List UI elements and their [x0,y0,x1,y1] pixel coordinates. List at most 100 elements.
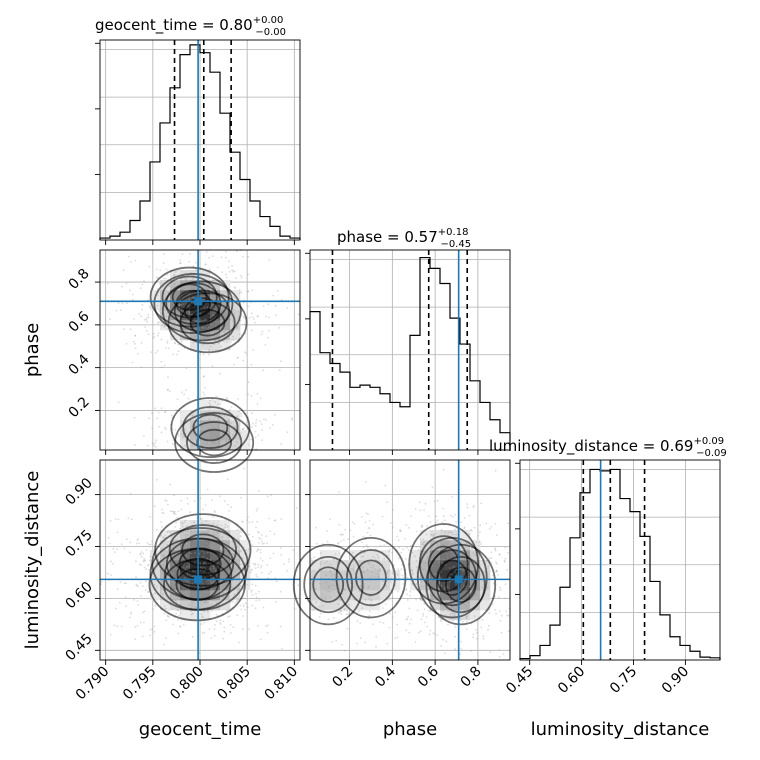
sample-point [248,317,251,319]
sample-point [172,573,174,576]
sample-point [151,550,154,553]
sample-point [443,587,446,590]
sample-point [233,270,236,272]
ytick-label-phase: 0.2 [66,394,93,421]
sample-point [242,557,245,560]
sample-point [468,514,471,517]
sample-point [480,586,483,588]
density-cell [360,580,371,591]
density-cell [450,610,461,621]
density-cell [340,590,351,601]
sample-point [216,536,219,538]
sample-point [165,278,167,280]
sample-point [466,595,469,598]
sample-point [340,610,343,612]
density-cell [470,550,481,561]
sample-point [134,334,137,337]
sample-point [363,586,365,588]
density-cell [420,550,431,561]
sample-point [364,641,366,644]
sample-point [179,262,182,265]
sample-point [136,624,139,627]
sample-point [194,551,196,554]
sample-point [145,317,148,320]
sample-point [151,442,154,444]
sample-point [140,315,143,318]
density-cell [220,310,231,321]
sample-point [208,353,210,356]
sample-point [228,510,230,512]
density-cell [160,560,171,571]
sample-point [208,418,211,420]
sample-point [454,554,456,557]
sample-point [244,608,246,611]
sample-point [191,287,193,290]
sample-point [176,609,179,611]
sample-point [279,547,282,549]
sample-point [174,342,177,345]
sample-point [162,572,165,575]
sample-point [204,601,207,604]
sample-point [425,533,428,536]
density-cell [230,300,241,311]
sample-point [347,613,350,615]
sample-point [319,582,321,585]
sample-point [212,567,215,570]
density-cell [200,300,211,311]
sample-point [504,583,507,586]
density-cell [420,560,431,571]
sample-point [248,565,250,568]
sample-point [257,624,259,627]
sample-point [275,580,278,583]
sample-point [188,312,191,314]
sample-point [253,564,256,566]
sample-point [222,576,224,578]
sample-point [221,539,224,541]
sample-point [177,618,180,621]
sample-point [207,326,210,329]
sample-point [229,549,232,552]
sample-point [392,597,394,599]
sample-point [467,548,470,551]
sample-point [213,331,216,334]
sample-point [488,528,491,530]
density-cell [180,530,191,541]
sample-point [429,580,432,583]
sample-point [486,586,489,589]
sample-point [236,528,239,531]
sample-point [337,541,340,544]
sample-point [410,618,412,621]
sample-point [405,589,407,591]
histogram-step-luminosity_distance [519,468,721,660]
panel-frame [309,249,511,451]
sample-point [137,604,140,606]
sample-point [439,576,442,579]
sample-point [212,279,215,282]
sample-point [167,503,169,506]
sample-point [130,613,132,615]
density-cell [440,610,451,621]
sample-point [236,441,238,443]
sample-point [434,572,436,575]
sample-point [140,551,143,553]
density-cell [190,600,201,611]
sample-point [245,421,248,423]
sample-point [169,483,172,486]
density-cell [430,580,441,591]
sample-point [437,499,439,502]
sample-point [175,295,178,298]
sample-point [176,516,179,519]
sample-point [155,528,158,531]
sample-point [272,294,275,297]
sample-point [252,349,255,351]
sample-point [203,621,206,624]
sample-point [171,414,173,417]
sample-point [315,526,317,529]
sample-point [261,330,264,333]
density-cell [330,570,341,581]
sample-point [191,602,194,604]
density-cell [150,560,161,571]
sample-point [498,649,501,651]
sample-point [232,270,235,273]
sample-point [192,278,195,280]
